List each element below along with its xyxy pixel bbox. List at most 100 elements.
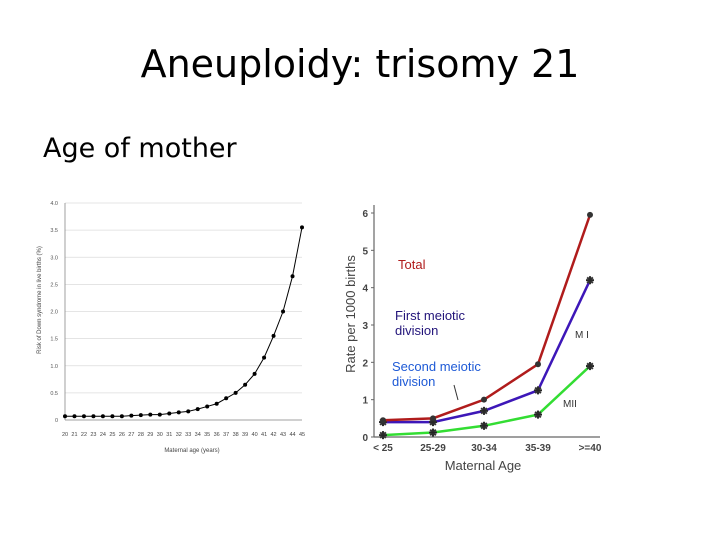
chart2-data-point-total [481, 396, 487, 403]
chart1-x-tick-label: 42 [270, 432, 276, 438]
chart1-data-point [148, 412, 153, 417]
annotation-total: Total [398, 257, 426, 272]
chart2-y-tick-label: 5 [362, 246, 368, 257]
chart1-x-tick-label: 24 [100, 432, 106, 438]
chart2-data-point-total [430, 415, 436, 422]
chart2-x-tick-label: >=40 [579, 443, 602, 454]
chart1-x-tick-label: 37 [223, 432, 229, 438]
chart1-x-tick-label: 32 [176, 432, 182, 438]
chart1-data-point [100, 414, 105, 419]
chart1-data-point [91, 414, 96, 419]
chart1-data-point [214, 401, 219, 406]
chart2-x-tick-label: < 25 [373, 443, 393, 454]
chart1-data-point [281, 309, 286, 314]
chart2-y-tick-label: 3 [362, 321, 368, 332]
chart2-x-tick-label: 35-39 [525, 443, 551, 454]
chart1-data-point [290, 274, 295, 279]
chart2-data-point-mii [586, 362, 594, 371]
chart1-series [63, 225, 304, 419]
chart1-data-point [205, 404, 210, 409]
chart1-y-axis-label: Risk of Down syndrome in live births (%) [37, 246, 43, 354]
chart1-data-point [110, 414, 115, 419]
chart1-x-tick-label: 30 [157, 432, 163, 438]
chart2-y-tick-label: 1 [362, 396, 368, 407]
annotation-second-meiotic-line1: Second meiotic [392, 359, 481, 374]
chart1-y-tick-label: 1.5 [50, 337, 58, 343]
chart1-y-tick-label: 1.0 [50, 364, 58, 370]
chart1-x-tick-label: 21 [71, 432, 77, 438]
chart2-data-point-mii [480, 421, 488, 430]
chart2-x-axis-label: Maternal Age [445, 458, 522, 473]
chart2-y-tick-label: 2 [362, 358, 368, 369]
chart1-data-point [129, 413, 134, 418]
down-syndrome-risk-chart: 0 0.5 1.0 1.5 2.0 2.5 3.0 3.5 4.0 20 21 22 23 24 25 26… [37, 201, 305, 454]
chart1-y-tick-labels: 0 0.5 1.0 1.5 2.0 2.5 3.0 3.5 4.0 [50, 201, 58, 424]
chart1-y-tick-label: 3.5 [50, 228, 58, 234]
chart2-y-tick-label: 0 [362, 433, 368, 444]
chart1-y-tick-label: 0.5 [50, 391, 58, 397]
chart1-x-tick-label: 40 [252, 432, 258, 438]
chart1-y-tick-label: 3.0 [50, 255, 58, 261]
chart1-data-point [300, 225, 304, 230]
annotation-first-meiotic-line1: First meiotic [395, 308, 466, 323]
chart1-data-point [252, 371, 257, 376]
chart2-y-axis-label: Rate per 1000 births [343, 255, 358, 373]
chart1-x-tick-label: 34 [195, 432, 201, 438]
chart1-x-tick-label: 27 [128, 432, 134, 438]
annotation-mii: MII [563, 399, 577, 410]
annotation-second-meiotic-line2: division [392, 374, 435, 389]
chart1-grid [65, 202, 302, 421]
chart2-x-tick-labels: < 25 25-29 30-34 35-39 >=40 [373, 443, 602, 454]
chart1-data-point [243, 382, 248, 387]
chart1-x-tick-label: 41 [261, 432, 267, 438]
chart1-y-tick-label: 2.0 [50, 310, 58, 316]
chart1-data-point [186, 409, 191, 414]
chart2-x-tick-label: 30-34 [471, 443, 497, 454]
chart1-x-tick-label: 35 [204, 432, 210, 438]
chart2-y-tick-labels: 0 1 2 3 4 5 6 [362, 209, 368, 444]
chart1-axes [64, 203, 302, 421]
chart1-y-tick-label: 2.5 [50, 282, 58, 288]
chart1-x-tick-label: 31 [166, 432, 172, 438]
chart1-x-tick-label: 38 [233, 432, 239, 438]
second-division-pointer [453, 384, 459, 401]
chart1-x-tick-label: 20 [62, 432, 68, 438]
chart1-data-point [72, 414, 77, 419]
chart1-x-tick-label: 23 [90, 432, 96, 438]
chart2-data-point-total [587, 211, 593, 218]
chart1-x-tick-label: 36 [214, 432, 220, 438]
annotation-first-meiotic-line2: division [395, 323, 438, 338]
chart1-data-point [167, 411, 172, 416]
chart1-x-tick-label: 26 [119, 432, 125, 438]
chart1-data-point [176, 410, 181, 415]
chart2-y-tick-label: 4 [362, 284, 368, 295]
annotation-mi: M I [575, 330, 589, 341]
slide-title: Aneuploidy: trisomy 21 [140, 42, 580, 86]
chart1-x-tick-label: 43 [280, 432, 286, 438]
chart1-data-point [195, 407, 200, 412]
chart2-series [379, 211, 594, 440]
chart1-x-tick-label: 22 [81, 432, 87, 438]
chart1-y-tick-label: 0 [55, 418, 58, 424]
chart1-data-point [138, 413, 143, 418]
chart1-series-line [65, 227, 303, 417]
chart2-x-tick-label: 25-29 [420, 443, 446, 454]
chart2-data-point-mii [534, 410, 542, 419]
chart1-data-point [233, 390, 238, 395]
chart2-data-point-mi [480, 406, 488, 415]
chart1-data-point [63, 414, 67, 419]
chart1-x-tick-labels: 20 21 22 23 24 25 26 27 28 29 30 31 32 33 34 35 36 37 38 39… [62, 432, 305, 438]
chart2-data-point-mi [586, 276, 594, 285]
chart1-x-tick-label: 33 [185, 432, 191, 438]
chart1-x-tick-label: 25 [109, 432, 115, 438]
chart1-data-point [119, 414, 124, 419]
chart1-data-point [157, 412, 162, 417]
chart1-x-tick-label: 28 [138, 432, 144, 438]
chart1-data-point [224, 396, 229, 401]
chart2-data-point-total [535, 361, 541, 368]
chart1-x-tick-label: 45 [299, 432, 305, 438]
chart2-data-point-mii [379, 431, 387, 440]
chart2-y-tick-label: 6 [362, 209, 368, 220]
chart2-axes [371, 205, 600, 438]
